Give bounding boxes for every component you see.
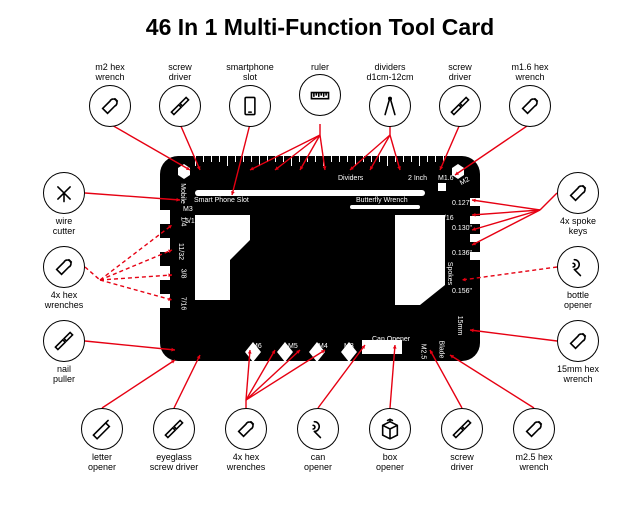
card-label: 0.130"	[452, 225, 472, 232]
wrench-icon	[557, 172, 599, 214]
callout-label: m1.6 hexwrench	[511, 62, 548, 83]
card-label: Mobile	[179, 183, 186, 204]
callout-label: m2.5 hexwrench	[515, 452, 552, 473]
card-label: M3	[344, 343, 354, 350]
card-label: M6	[252, 343, 262, 350]
card-label: 2 Inch	[408, 175, 427, 182]
screwdriver-icon	[439, 85, 481, 127]
callout-ruler: ruler	[288, 62, 352, 116]
callout-label: smartphoneslot	[226, 62, 274, 83]
page-title: 46 In 1 Multi-Function Tool Card	[0, 14, 640, 41]
callout-wire-cutter: wirecutter	[32, 172, 96, 237]
callout-eyeglass: eyeglassscrew driver	[142, 408, 206, 473]
callout-screwdriver1: screwdriver	[148, 62, 212, 127]
callout-letter: letteropener	[70, 408, 134, 473]
card-label: Butterfly Wrench	[356, 197, 408, 204]
card-label: 5/16	[185, 218, 199, 225]
callout-label: boxopener	[376, 452, 404, 473]
callout-label: 15mm hexwrench	[557, 364, 599, 385]
callout-label: 4x hexwrenches	[45, 290, 84, 311]
callout-m2-hex: m2 hexwrench	[78, 62, 142, 127]
callout-label: screwdriver	[448, 62, 472, 83]
callout-screwdriver2: screwdriver	[428, 62, 492, 127]
callout-label: m2 hexwrench	[95, 62, 125, 83]
card-label: M1.6	[438, 175, 454, 182]
callout-bottle: bottleopener	[546, 246, 610, 311]
callout-label: 4x hexwrenches	[227, 452, 266, 473]
card-label: 0.136"	[452, 250, 472, 257]
callout-label: 4x spokekeys	[560, 216, 596, 237]
card-label: Spokes	[446, 262, 453, 285]
blade-icon	[81, 408, 123, 450]
box-icon	[369, 408, 411, 450]
card-label: 0.156"	[452, 288, 472, 295]
callout-label: letteropener	[88, 452, 116, 473]
card-label: M2.5	[419, 344, 426, 360]
callout-box: boxopener	[358, 408, 422, 473]
callout-spoke-keys: 4x spokekeys	[546, 172, 610, 237]
card-label: M4	[318, 343, 328, 350]
card-label: 3/8	[179, 269, 186, 279]
card-label: Dividers	[338, 175, 363, 182]
callout-label: dividersd1cm-12cm	[366, 62, 413, 83]
callout-label: bottleopener	[564, 290, 592, 311]
phone-icon	[229, 85, 271, 127]
callout-nail-puller: nailpuller	[32, 320, 96, 385]
opener-icon	[297, 408, 339, 450]
wrench-icon	[557, 320, 599, 362]
screwdriver-icon	[441, 408, 483, 450]
opener-icon	[557, 246, 599, 288]
callout-label: canopener	[304, 452, 332, 473]
wrench-icon	[513, 408, 555, 450]
card-label: M5	[288, 343, 298, 350]
callout-label: wirecutter	[53, 216, 76, 237]
callout-m16-hex: m1.6 hexwrench	[498, 62, 562, 127]
callout-label: ruler	[311, 62, 329, 72]
card-label: 0.127"	[452, 200, 472, 207]
callout-dividers: dividersd1cm-12cm	[358, 62, 422, 127]
callout-label: screwdriver	[168, 62, 192, 83]
callout-m25-hex: m2.5 hexwrench	[502, 408, 566, 473]
callout-4x-hex-b: 4x hexwrenches	[214, 408, 278, 473]
card-label: Can Opener	[372, 336, 410, 343]
callout-label: nailpuller	[53, 364, 75, 385]
tool-card-body	[160, 156, 480, 361]
wrench-icon	[509, 85, 551, 127]
card-label: Blade	[437, 341, 444, 359]
callout-screwdriver3: screwdriver	[430, 408, 494, 473]
callout-phone-slot: smartphoneslot	[218, 62, 282, 127]
screwdriver-icon	[153, 408, 195, 450]
callout-label: eyeglassscrew driver	[150, 452, 199, 473]
callout-15mm-hex: 15mm hexwrench	[546, 320, 610, 385]
callout-can: canopener	[286, 408, 350, 473]
wrench-icon	[225, 408, 267, 450]
card-label: 7/16	[179, 297, 186, 311]
ruler-icon	[299, 74, 341, 116]
divider-icon	[369, 85, 411, 127]
card-label: Smart Phone Slot	[194, 197, 249, 204]
card-label: 9/16	[440, 215, 454, 222]
plier-icon	[43, 172, 85, 214]
wrench-icon	[89, 85, 131, 127]
card-label: 11/32	[177, 243, 184, 260]
callout-4x-hex-l: 4x hexwrenches	[32, 246, 96, 311]
card-label: M3	[183, 206, 193, 213]
screwdriver-icon	[159, 85, 201, 127]
callout-label: screwdriver	[450, 452, 474, 473]
screwdriver-icon	[43, 320, 85, 362]
card-label: 15mm	[456, 316, 463, 335]
wrench-icon	[43, 246, 85, 288]
